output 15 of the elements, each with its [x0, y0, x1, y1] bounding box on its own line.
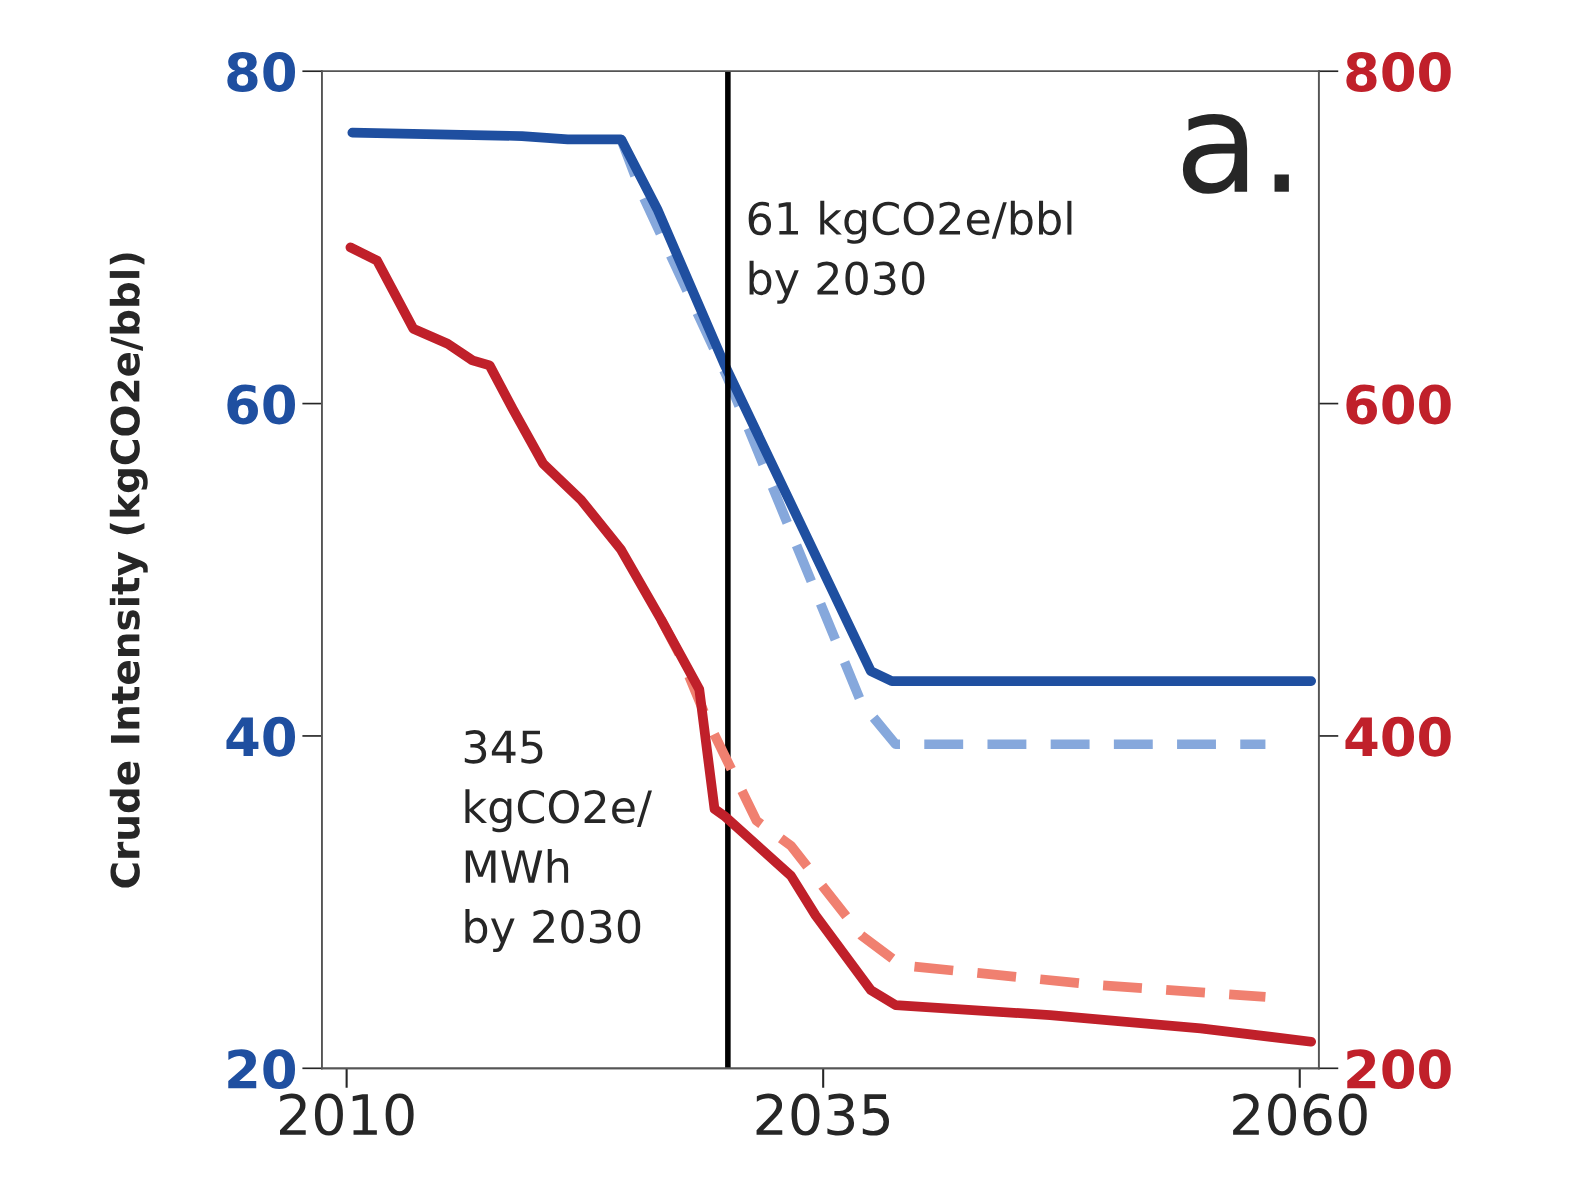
annotation: a.: [1182, 113, 1289, 194]
x-tick-label: 2010: [280, 1093, 414, 1136]
annotation: 61 kgCO2e/bbl by 2030: [748, 200, 1072, 304]
x-tick-label: 2060: [1233, 1093, 1367, 1136]
annotation: 345 kgCO2e/ MWh by 2030: [464, 730, 652, 952]
y-tick-label: 20: [228, 1049, 296, 1090]
y-tick-label: 40: [226, 716, 296, 757]
y-tick-label: 80: [227, 52, 296, 93]
y2-tick-label: 800: [1346, 52, 1451, 93]
y2-tick-label: 200: [1347, 1049, 1451, 1090]
x-tick-label: 2035: [756, 1093, 890, 1136]
y-tick-label: 60: [227, 384, 296, 425]
y2-tick-label: 600: [1346, 384, 1451, 425]
y2-tick-label: 400: [1345, 716, 1451, 757]
y-axis-title: Crude Intensity (kgCO2e/bbl): [109, 253, 148, 888]
